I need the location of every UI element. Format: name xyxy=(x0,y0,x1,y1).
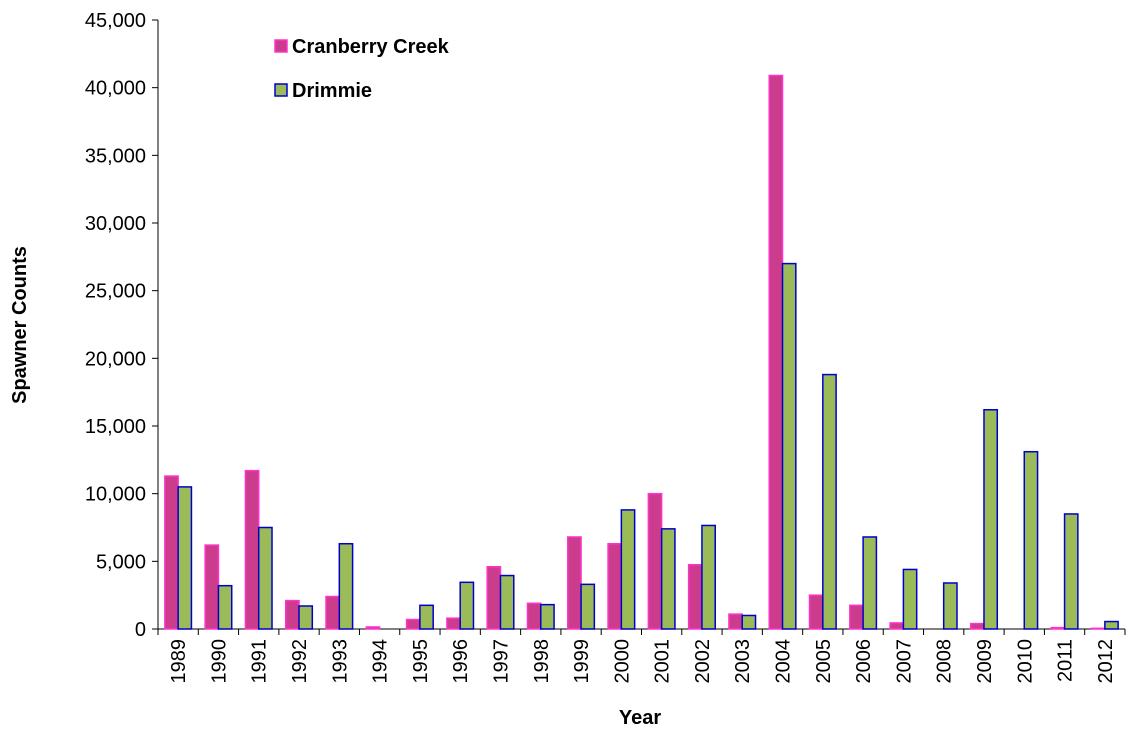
bar xyxy=(459,581,475,630)
bar xyxy=(889,622,905,630)
y-tick-label: 45,000 xyxy=(85,10,146,32)
bar xyxy=(1090,627,1106,630)
bar xyxy=(701,524,716,630)
bar xyxy=(1050,626,1066,630)
bar xyxy=(284,599,300,630)
y-tick-label: 35,000 xyxy=(85,145,146,167)
x-tick-label: 2012 xyxy=(1095,639,1117,684)
bar xyxy=(1063,513,1079,630)
y-tick-label: 40,000 xyxy=(85,78,146,100)
bar xyxy=(325,595,341,630)
x-tick-label: 1993 xyxy=(329,639,351,684)
y-axis-title: Spawner Counts xyxy=(9,246,31,404)
bar xyxy=(164,475,179,630)
bar xyxy=(1023,450,1039,630)
bar xyxy=(217,584,233,630)
y-tick-label: 25,000 xyxy=(85,281,146,303)
bar xyxy=(446,617,461,630)
y-tick-label: 5,000 xyxy=(96,551,146,573)
x-tick-label: 2001 xyxy=(652,639,674,684)
bar xyxy=(822,373,837,630)
bar xyxy=(687,563,703,630)
bar xyxy=(486,565,502,630)
bar xyxy=(499,574,515,630)
x-tick-label: 2002 xyxy=(692,639,714,684)
x-tick-label: 1997 xyxy=(490,639,512,684)
bar xyxy=(540,603,555,630)
x-tick-label: 2000 xyxy=(611,639,633,684)
y-tick-label: 10,000 xyxy=(85,484,146,506)
x-tick-label: 2004 xyxy=(773,639,795,684)
legend-label: Cranberry Creek xyxy=(292,36,450,58)
bar xyxy=(902,568,918,630)
x-tick-label: 1995 xyxy=(410,639,432,684)
x-tick-label: 2005 xyxy=(813,639,835,684)
x-tick-label: 2006 xyxy=(853,639,875,684)
bar xyxy=(647,492,663,630)
x-tick-label: 1998 xyxy=(531,639,553,684)
bar xyxy=(1104,620,1119,630)
bar xyxy=(567,536,582,630)
y-tick-label: 30,000 xyxy=(85,213,146,235)
x-tick-label: 2007 xyxy=(893,639,915,684)
bar xyxy=(942,582,958,630)
x-tick-label: 1999 xyxy=(571,639,593,684)
x-tick-label: 2008 xyxy=(934,639,956,684)
bar xyxy=(244,469,260,630)
bar xyxy=(660,528,676,630)
x-tick-label: 1994 xyxy=(370,639,392,684)
x-axis-title: Year xyxy=(619,707,661,729)
bar xyxy=(526,602,542,630)
bar xyxy=(607,542,623,630)
y-tick-label: 0 xyxy=(135,619,146,641)
bar xyxy=(862,536,878,630)
x-tick-label: 2011 xyxy=(1055,639,1077,682)
legend-label: Drimmie xyxy=(292,80,372,102)
x-tick-label: 2003 xyxy=(732,639,754,684)
bar xyxy=(808,594,824,630)
bar xyxy=(177,486,193,630)
bar xyxy=(257,526,273,630)
y-tick-label: 20,000 xyxy=(85,348,146,370)
bar xyxy=(969,622,985,630)
x-tick-label: 1990 xyxy=(208,639,230,684)
bar xyxy=(781,262,797,630)
bar xyxy=(365,626,381,630)
x-tick-label: 1991 xyxy=(249,639,271,684)
legend-swatch xyxy=(274,39,288,53)
bar xyxy=(620,509,636,630)
bar xyxy=(983,409,999,630)
x-tick-label: 1996 xyxy=(450,639,472,684)
legend-swatch xyxy=(274,83,288,97)
bar xyxy=(405,618,421,630)
x-tick-label: 1992 xyxy=(289,639,311,684)
bar xyxy=(419,604,434,630)
bar xyxy=(849,604,864,630)
x-tick-label: 2010 xyxy=(1014,639,1036,684)
bar xyxy=(768,74,784,630)
bar xyxy=(728,613,743,630)
y-tick-label: 15,000 xyxy=(85,416,146,438)
x-tick-label: 1989 xyxy=(168,639,190,684)
bar xyxy=(338,542,354,630)
bar xyxy=(741,614,757,630)
bar xyxy=(580,583,596,630)
x-tick-label: 2009 xyxy=(974,639,996,684)
bar xyxy=(204,544,220,630)
bar xyxy=(298,605,314,630)
